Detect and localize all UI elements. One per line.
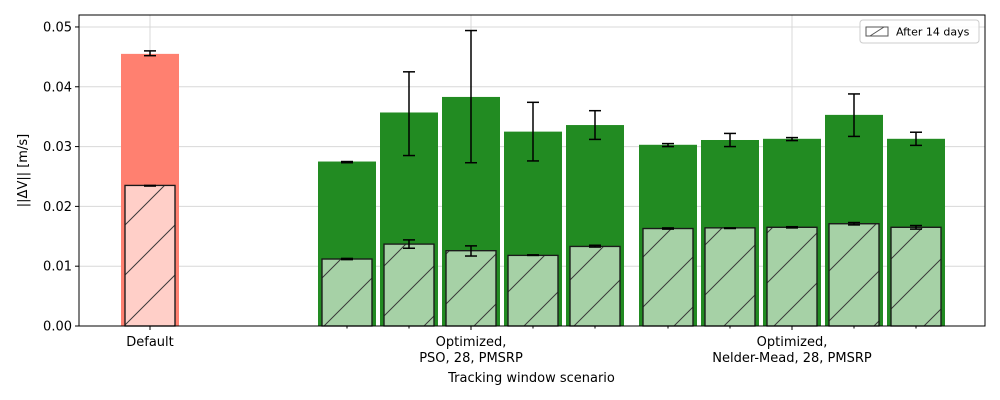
total-error-bar [724,132,736,148]
y-tick-label: 0.00 [43,320,72,335]
after-14-days-hatch [445,250,497,327]
total-error-bar [662,142,674,148]
after-14-days-hatch [507,254,559,327]
y-tick-label: 0.03 [43,140,72,155]
axes: 0.00 0.01 0.02 0.03 0.04 0.05 Default Optimized… [43,20,917,366]
x-tick-label: Default [126,335,174,350]
after-14-days-error-bar [724,227,736,230]
legend: After 14 days [859,19,980,44]
after-14-days-hatch [383,243,435,327]
after-14-days-hatch [321,258,373,327]
y-tick-label: 0.02 [43,200,72,215]
after-14-days-error-bar [465,245,477,257]
x-axis-label: Tracking window scenario [447,371,615,386]
after-14-days-error-bar [403,239,415,249]
after-14-days-error-bar [589,244,601,248]
total-error-bar [848,93,860,138]
after-14-days-hatch [828,223,880,327]
total-error-bar [910,131,922,147]
y-tick-label: 0.04 [43,80,72,95]
after-14-days-error-bar [527,254,539,257]
after-14-days-hatch [569,245,621,327]
after-14-days-error-bar [341,257,353,261]
total-error-bar [786,136,798,142]
legend-box [859,19,980,44]
y-tick-label: 0.01 [43,260,72,275]
after-14-days-hatch [890,226,942,327]
y-tick-label: 0.05 [43,20,72,35]
total-error-bar [341,160,353,164]
after-14-days-hatch [766,226,818,327]
after-14-days-error-bar [848,221,860,226]
after-14-days-error-bar [144,184,156,187]
total-error-bar [144,50,156,57]
after-14-days-error-bar [910,224,922,230]
total-error-bar [527,101,539,162]
after-14-days-hatch [642,227,694,327]
legend-label: After 14 days [896,26,970,39]
plot-frame [78,14,986,327]
total-error-bar [589,109,601,141]
y-axis-label: ||ΔV|| [m/s] [16,134,31,207]
x-tick-label: Optimized, Nelder-Mead, 28, PMSRP [712,335,872,366]
after-14-days-hatch [124,184,176,327]
after-14-days-error-bar [786,225,798,229]
x-tick-label: Optimized, PSO, 28, PMSRP [419,335,523,366]
total-error-bar [465,29,477,164]
after-14-days-error-bar [662,227,674,230]
after-14-days-hatch [704,227,756,327]
total-error-bar [403,71,415,157]
bars [121,29,945,327]
